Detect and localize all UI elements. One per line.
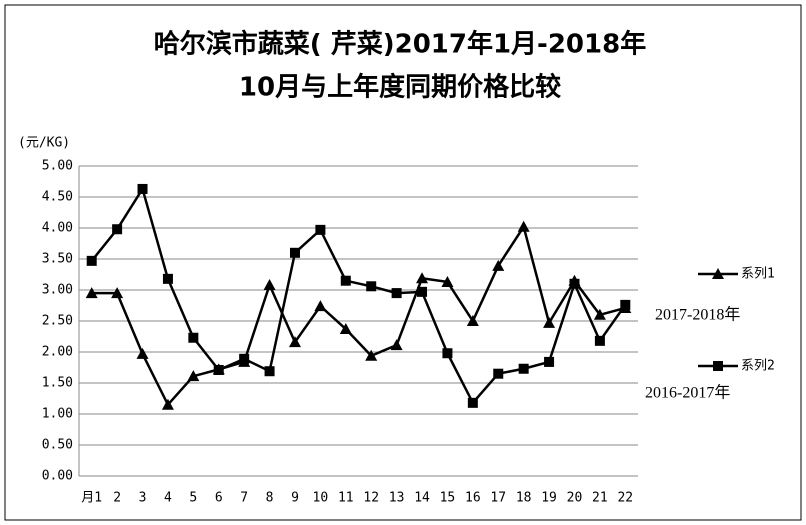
- point: [442, 348, 453, 359]
- point: [543, 316, 556, 328]
- point: [187, 370, 200, 382]
- series-line: [90, 185, 627, 406]
- point: [417, 286, 428, 297]
- point: [492, 259, 505, 271]
- annotation: 2017-2018年: [655, 306, 740, 324]
- x-tick-label: 16: [465, 491, 481, 506]
- point: [314, 300, 327, 312]
- x-tick-label: 4: [164, 491, 172, 506]
- point: [391, 288, 402, 299]
- x-tick-label: 7: [240, 491, 248, 506]
- y-tick-label: 1.00: [42, 407, 73, 422]
- y-tick-label: 3.50: [42, 252, 73, 267]
- x-tick-label: 5: [189, 491, 197, 506]
- y-axis-label: (元/KG): [18, 136, 70, 151]
- point: [518, 363, 529, 374]
- point: [111, 287, 124, 299]
- x-tick-label: 12: [363, 491, 379, 506]
- chart-title: 哈尔滨市蔬菜( 芹菜)2017年1月-2018年: [154, 29, 646, 60]
- point: [289, 247, 300, 258]
- point: [136, 347, 149, 359]
- x-tick-label: 20: [567, 491, 583, 506]
- point: [416, 272, 429, 284]
- point: [112, 224, 123, 235]
- x-tick-label: 2: [113, 491, 121, 506]
- series-line: [91, 223, 626, 407]
- x-tick-label: 3: [139, 491, 147, 506]
- point: [366, 281, 377, 292]
- point: [466, 315, 479, 326]
- point: [288, 336, 301, 348]
- y-tick-label: 2.50: [42, 314, 73, 329]
- point: [467, 397, 478, 408]
- point: [365, 349, 378, 361]
- point: [390, 339, 403, 351]
- y-tick-label: 5.00: [42, 159, 73, 174]
- y-tick-label: 0.00: [42, 469, 73, 484]
- point: [162, 273, 173, 284]
- legend-label: 系列2: [741, 359, 775, 374]
- point: [441, 275, 454, 287]
- legend-marker: [713, 361, 723, 371]
- x-tick-label: 9: [291, 491, 299, 506]
- point: [161, 398, 174, 410]
- point: [188, 332, 199, 343]
- x-tick-label: 15: [440, 491, 456, 506]
- x-tick-label: 22: [617, 491, 633, 506]
- point: [593, 308, 606, 320]
- legend-marker: [712, 268, 724, 279]
- point: [493, 368, 504, 379]
- y-tick-label: 4.50: [42, 190, 73, 205]
- x-tick-label: 17: [490, 491, 506, 506]
- point: [264, 366, 275, 377]
- legend-label: 系列1: [741, 267, 775, 282]
- x-tick-label: 6: [215, 491, 223, 506]
- point: [315, 224, 326, 235]
- chart-title: 10月与上年度同期价格比较: [239, 72, 561, 103]
- point: [85, 287, 98, 299]
- x-tick-label: 21: [592, 491, 608, 506]
- x-tick-label: 11: [338, 491, 354, 506]
- point: [569, 278, 580, 289]
- point: [339, 323, 352, 335]
- x-tick-label: 18: [516, 491, 532, 506]
- y-tick-label: 2.00: [42, 345, 73, 360]
- chart-frame: [4, 4, 802, 521]
- x-tick-label: 19: [541, 491, 557, 506]
- point: [594, 335, 605, 346]
- y-tick-label: 3.00: [42, 283, 73, 298]
- y-tick-label: 0.50: [42, 438, 73, 453]
- point: [263, 279, 276, 291]
- point: [544, 356, 555, 367]
- annotation: 2016-2017年: [645, 384, 730, 402]
- point: [137, 183, 148, 194]
- x-tick-label: 月1: [81, 491, 102, 506]
- point: [86, 255, 97, 266]
- y-tick-label: 4.00: [42, 221, 73, 236]
- x-tick-label: 8: [266, 491, 274, 506]
- x-tick-label: 10: [313, 491, 329, 506]
- point: [517, 220, 530, 232]
- point: [620, 299, 631, 310]
- point: [213, 364, 224, 375]
- x-tick-label: 13: [389, 491, 405, 506]
- y-tick-label: 1.50: [42, 376, 73, 391]
- point: [239, 353, 250, 364]
- x-tick-label: 14: [414, 491, 430, 506]
- point: [340, 275, 351, 286]
